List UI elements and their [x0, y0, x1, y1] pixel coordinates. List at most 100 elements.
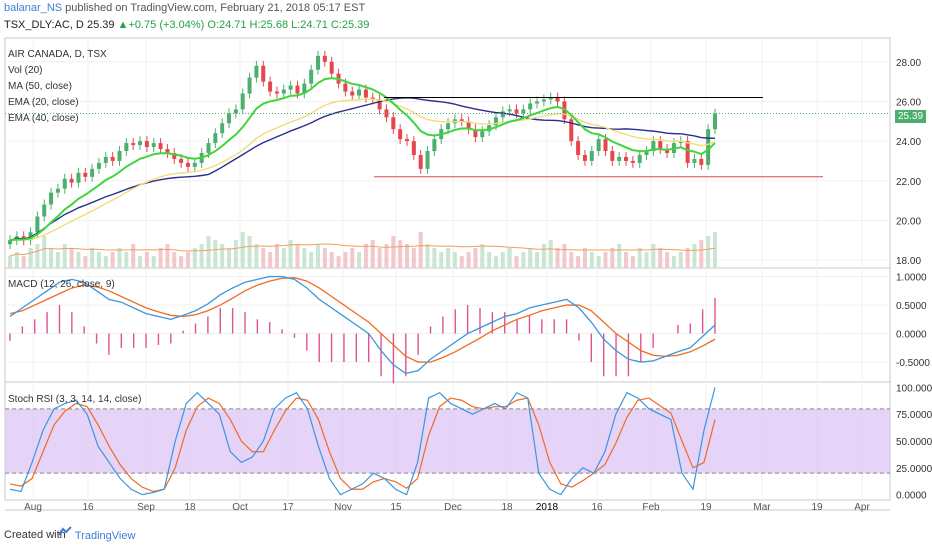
candle-body: [425, 151, 430, 169]
candle-body: [603, 139, 608, 152]
volume-bar: [316, 244, 321, 268]
volume-bar: [692, 244, 697, 268]
volume-bar: [213, 240, 218, 268]
candle-body: [124, 143, 129, 152]
x-tick-label: Nov: [334, 502, 352, 513]
price-axis-tick: 18.00: [896, 256, 921, 267]
volume-bar: [220, 244, 225, 268]
candle-body: [83, 172, 88, 177]
volume-bar: [83, 256, 88, 268]
candle-body: [582, 154, 587, 161]
candle-body: [240, 93, 245, 110]
candle-body: [288, 85, 293, 90]
volume-bar: [62, 244, 67, 268]
volume-bar: [589, 252, 594, 268]
candle-body: [151, 143, 156, 148]
candle-body: [500, 111, 505, 118]
volume-bar: [281, 248, 286, 268]
footer: Created with TradingView: [0, 520, 932, 550]
volume-bar: [144, 252, 149, 268]
volume-bar: [713, 232, 717, 268]
volume-bar: [90, 248, 95, 268]
x-tick-label: Dec: [444, 502, 462, 513]
candle-body: [90, 168, 95, 177]
x-tick-label: 19: [700, 502, 712, 513]
volume-bar: [528, 248, 533, 268]
x-tick-label: 16: [82, 502, 94, 513]
candle-body: [254, 65, 259, 78]
volume-bar: [254, 244, 259, 268]
volume-bar: [507, 248, 512, 268]
price-axis-tick: 22.00: [896, 177, 921, 188]
candle-body: [521, 109, 526, 114]
x-tick-label: 19: [811, 502, 823, 513]
candle-body: [370, 97, 375, 100]
price-axis-tick: 24.00: [896, 137, 921, 148]
candle-body: [281, 89, 286, 94]
candle-body: [103, 156, 108, 163]
candle-body: [398, 129, 403, 140]
candle-body: [624, 156, 629, 161]
chart-canvas[interactable]: Aug 16 Sep 18 Oct 17 Nov 15 Dec 18 2018 16 Feb 19 Mar 1…: [0, 0, 932, 520]
author-link[interactable]: balanar_NS: [4, 2, 63, 14]
macd-axis-tick: 1.0000: [896, 273, 927, 284]
candle-body: [418, 154, 423, 169]
volume-bar: [658, 248, 663, 268]
created-with-label: Created with: [4, 529, 66, 541]
stoch-k-line: [9, 387, 716, 496]
candle-body: [514, 109, 519, 114]
volume-bar: [404, 244, 409, 268]
candle-body: [179, 158, 184, 163]
candle-body: [185, 162, 190, 167]
candle-body: [391, 117, 396, 130]
volume-bar: [240, 232, 245, 268]
indicator-ema40-label: EMA (40, close): [8, 113, 79, 124]
change-value: ▲+0.75 (+3.04%): [117, 19, 205, 31]
volume-bar: [521, 252, 526, 268]
volume-bar: [363, 244, 368, 268]
pane-frame: [4, 267, 891, 383]
candle-body: [678, 141, 683, 144]
candle-body: [610, 151, 615, 161]
volume-bar: [131, 244, 136, 268]
x-tick-label: Apr: [854, 502, 870, 513]
candle-body: [446, 123, 451, 130]
ema20-line: [9, 77, 716, 242]
candle-body: [644, 151, 649, 155]
volume-bar: [685, 248, 690, 268]
volume-bar: [569, 252, 574, 268]
volume-bar: [541, 244, 546, 268]
volume-bar: [644, 252, 649, 268]
candle-body: [480, 131, 485, 138]
candle-body: [28, 232, 33, 241]
publish-info: published on TradingView.com, February 2…: [65, 2, 366, 14]
candle-body: [357, 89, 362, 96]
ema40-line: [9, 98, 716, 241]
volume-bar: [96, 252, 101, 268]
stoch-axis-tick: 50.0000: [896, 437, 932, 448]
candle-body: [617, 156, 622, 161]
candle-body: [596, 139, 601, 152]
candle-body: [350, 91, 355, 96]
x-tick-label: 18: [501, 502, 513, 513]
candle-body: [309, 69, 314, 84]
candle-body: [576, 141, 581, 155]
x-tick-label: 15: [390, 502, 402, 513]
publish-line: balanar_NS published on TradingView.com,…: [4, 2, 365, 14]
candle-body: [473, 129, 478, 138]
x-tick-label: Sep: [137, 502, 155, 513]
volume-bar: [548, 240, 553, 268]
x-tick-label: Feb: [642, 502, 660, 513]
candle-body: [706, 129, 711, 165]
volume-bar: [439, 252, 444, 268]
volume-bar: [500, 252, 505, 268]
price-axis-tick: 28.00: [896, 58, 921, 69]
candle-body: [8, 240, 12, 245]
volume-bar: [117, 248, 122, 268]
candle-body: [49, 192, 54, 205]
tradingview-icon: [58, 526, 72, 536]
tradingview-logo[interactable]: TradingView: [58, 526, 135, 542]
volume-bar: [138, 256, 143, 268]
candle-body: [466, 121, 471, 130]
candle-body: [172, 153, 177, 159]
